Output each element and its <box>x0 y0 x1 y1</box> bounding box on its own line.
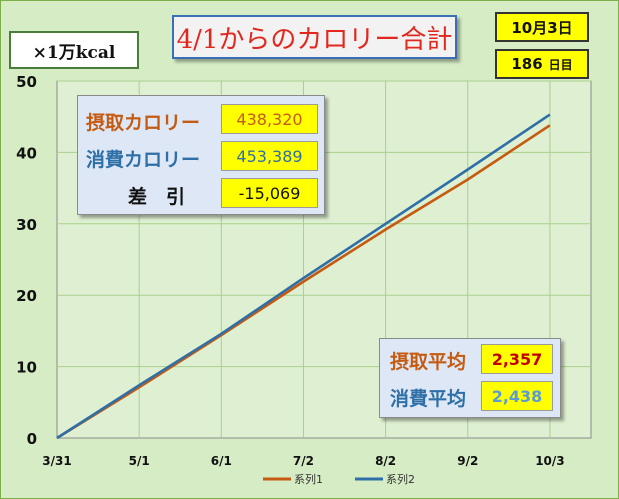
summary-panel: 摂取カロリー 438,320 消費カロリー 453,389 差 引 -15,06… <box>77 95 325 215</box>
series-lines <box>56 113 551 440</box>
intake-average-value: 2,357 <box>481 344 553 374</box>
chart-title: 4/1からのカロリー合計 <box>176 24 453 55</box>
legend-label-2: 系列2 <box>386 472 415 486</box>
legend-label-1: 系列1 <box>294 472 323 486</box>
x-tick-label: 3/31 <box>42 454 71 468</box>
day-count-badge: 186 日目 <box>495 49 589 79</box>
averages-panel: 摂取平均 2,357 消費平均 2,438 <box>379 338 561 418</box>
y-axis-unit-label: ×1万kcal <box>9 31 139 69</box>
difference-value: -15,069 <box>221 178 318 208</box>
x-tick-label: 7/2 <box>293 454 314 468</box>
x-tick-label: 8/2 <box>375 454 396 468</box>
chart-title-box: 4/1からのカロリー合計 <box>172 15 457 59</box>
y-tick-label: 50 <box>16 73 37 91</box>
burn-total-label: 消費カロリー <box>86 149 201 171</box>
series-line-2 <box>56 113 551 440</box>
day-count-unit: 日目 <box>548 57 573 72</box>
y-axis-ticks: 0 10 20 30 40 50 <box>16 73 37 448</box>
x-tick-label: 6/1 <box>211 454 232 468</box>
day-count-value: 186 <box>511 55 543 73</box>
current-date-badge: 10月3日 <box>495 12 589 42</box>
y-tick-label: 0 <box>27 430 37 448</box>
intake-total-label: 摂取カロリー <box>86 112 201 134</box>
x-tick-label: 5/1 <box>129 454 150 468</box>
legend: 系列1 系列2 <box>263 472 415 486</box>
x-tick-label: 10/3 <box>535 454 564 468</box>
series-line-1 <box>56 124 551 440</box>
y-tick-label: 30 <box>16 216 37 234</box>
intake-average-label: 摂取平均 <box>390 351 467 373</box>
burn-total-value: 453,389 <box>221 141 318 171</box>
burn-average-value: 2,438 <box>481 381 553 411</box>
y-tick-label: 10 <box>16 359 37 377</box>
y-tick-label: 20 <box>16 287 37 305</box>
intake-total-value: 438,320 <box>221 104 318 134</box>
x-tick-label: 9/2 <box>457 454 478 468</box>
burn-average-label: 消費平均 <box>390 388 467 410</box>
difference-label: 差 引 <box>128 186 186 208</box>
x-axis-ticks: 3/31 5/1 6/1 7/2 8/2 9/2 10/3 <box>42 454 564 468</box>
y-tick-label: 40 <box>16 144 37 162</box>
